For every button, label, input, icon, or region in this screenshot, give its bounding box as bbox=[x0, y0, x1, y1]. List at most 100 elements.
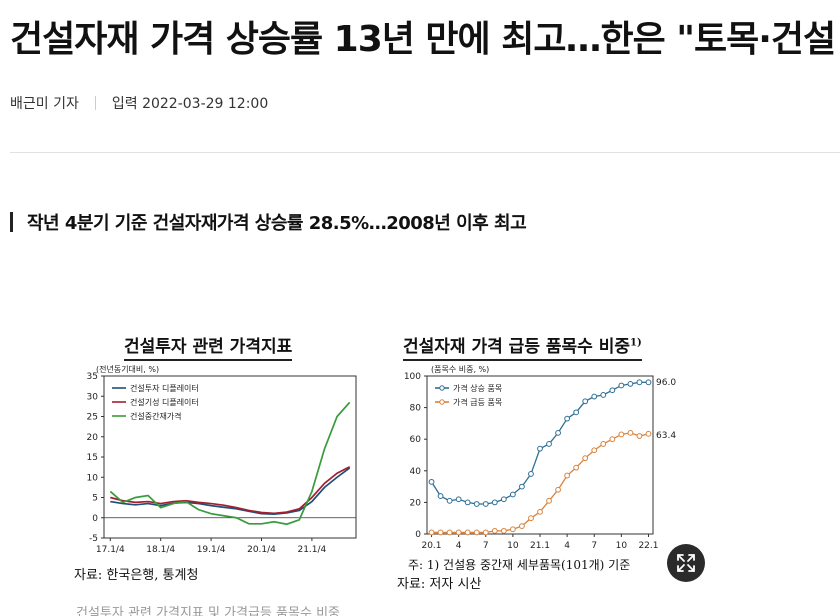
right-chart-title-text: 건설자재 가격 급등 품목수 비중 bbox=[403, 337, 630, 357]
x-tick-label: 20.1 bbox=[421, 541, 441, 551]
legend-label: 건설투자 디플레이터 bbox=[130, 383, 199, 393]
data-point bbox=[600, 441, 607, 447]
publish-date: 입력 2022-03-29 12:00 bbox=[111, 96, 269, 112]
data-point bbox=[564, 472, 571, 479]
byline-divider bbox=[94, 96, 96, 110]
right-chart-unit: (품목수 비중, %) bbox=[431, 365, 489, 374]
series-line bbox=[110, 465, 351, 515]
end-label-rising: 96.0 bbox=[656, 378, 676, 388]
x-tick-label: 17.1/4 bbox=[96, 545, 125, 555]
y-tick-label: 60 bbox=[410, 435, 422, 445]
data-point bbox=[428, 478, 435, 485]
article-headline: 건설자재 가격 상승률 13년 만에 최고…한은 "토목·건설 비용 부담" bbox=[10, 19, 840, 60]
legend-label: 건설중간재가격 bbox=[130, 411, 182, 421]
data-point bbox=[482, 501, 489, 507]
data-point bbox=[500, 527, 507, 534]
figure-caption: 건설투자 관련 가격지표 및 가격급등 품목수 비중 bbox=[76, 606, 340, 616]
article-byline: 배근미 기자 입력 2022-03-29 12:00 bbox=[10, 93, 268, 113]
data-point bbox=[591, 393, 598, 400]
data-point bbox=[491, 499, 498, 506]
x-tick-label: 21.1/4 bbox=[297, 545, 326, 555]
data-point bbox=[537, 508, 543, 515]
data-point bbox=[591, 447, 598, 454]
subheadline-text: 작년 4분기 기준 건설자재가격 상승률 28.5%…2008년 이후 최고 bbox=[27, 213, 527, 234]
y-tick-label: 40 bbox=[410, 467, 422, 477]
expand-image-button[interactable] bbox=[667, 544, 705, 582]
data-point bbox=[428, 529, 435, 536]
data-point bbox=[636, 433, 643, 439]
data-point bbox=[537, 445, 543, 452]
data-point bbox=[528, 471, 534, 477]
data-point bbox=[491, 527, 498, 534]
data-point bbox=[618, 382, 625, 389]
data-point bbox=[555, 486, 561, 493]
data-point bbox=[500, 496, 507, 503]
legend-label: 가격 상승 품목 bbox=[453, 383, 502, 393]
y-tick-label: 20 bbox=[410, 498, 422, 508]
data-point bbox=[564, 415, 571, 422]
y-tick-label: 10 bbox=[87, 473, 99, 483]
x-tick-label: 21.1 bbox=[530, 541, 550, 551]
series-line bbox=[109, 401, 351, 526]
expand-icon bbox=[677, 554, 695, 572]
y-tick-label: 15 bbox=[87, 453, 98, 463]
y-tick-label: 80 bbox=[410, 404, 422, 414]
surge-share-chart: (품목수 비중, %) 96.0 63.4 0 20 40 60 80 100 20.1 4 7… bbox=[404, 365, 677, 551]
right-chart-source: 자료: 저자 시산 bbox=[397, 577, 482, 592]
legend-marker bbox=[439, 399, 445, 405]
y-tick-label: -5 bbox=[89, 534, 98, 544]
data-point bbox=[464, 529, 471, 536]
series-line bbox=[110, 467, 351, 515]
data-point bbox=[519, 523, 525, 530]
subheadline-bar bbox=[10, 212, 13, 232]
x-tick-label: 10 bbox=[507, 541, 519, 551]
y-tick-label: 0 bbox=[415, 530, 421, 540]
data-point bbox=[636, 379, 643, 386]
data-point bbox=[455, 529, 462, 536]
x-tick-label: 10 bbox=[616, 541, 628, 551]
data-point bbox=[618, 431, 625, 438]
right-chart-title: 건설자재 가격 급등 품목수 비중1) bbox=[403, 332, 642, 361]
x-tick-label: 7 bbox=[591, 541, 597, 551]
y-tick-label: 30 bbox=[87, 392, 99, 402]
right-chart-note: 주: 1) 건설용 중간재 세부품목(101개) 기준 bbox=[408, 558, 631, 572]
data-point bbox=[437, 493, 444, 499]
data-point bbox=[528, 515, 534, 522]
data-point bbox=[627, 381, 634, 387]
reporter-name[interactable]: 배근미 기자 bbox=[10, 96, 79, 112]
data-point bbox=[609, 387, 616, 394]
data-point bbox=[473, 529, 480, 536]
data-point bbox=[464, 499, 471, 506]
data-point bbox=[482, 529, 489, 536]
y-tick-label: 20 bbox=[87, 433, 99, 443]
data-point bbox=[627, 429, 634, 436]
x-tick-label: 19.1/4 bbox=[197, 545, 226, 555]
data-point bbox=[573, 409, 580, 416]
data-point bbox=[573, 464, 580, 471]
header-divider bbox=[10, 152, 840, 153]
left-chart-source: 자료: 한국은행, 통계청 bbox=[74, 568, 199, 583]
data-point bbox=[446, 529, 453, 536]
left-chart-unit: (전년동기대비, %) bbox=[96, 364, 159, 374]
data-point bbox=[645, 379, 652, 386]
y-tick-label: 100 bbox=[404, 372, 421, 382]
data-point bbox=[546, 497, 552, 504]
data-point bbox=[509, 526, 516, 533]
right-chart-title-footnote: 1) bbox=[630, 337, 642, 349]
data-point bbox=[509, 491, 516, 498]
legend-label: 가격 급등 품목 bbox=[453, 397, 502, 407]
y-tick-label: 5 bbox=[92, 494, 98, 504]
data-point bbox=[473, 501, 480, 507]
price-index-chart: (전년동기대비, %) -5 0 5 10 15 20 25 30 35 17.1/4 18.1/4… bbox=[87, 364, 357, 555]
data-point bbox=[582, 398, 589, 405]
data-point bbox=[546, 441, 552, 447]
y-tick-label: 0 bbox=[92, 514, 98, 524]
x-tick-label: 7 bbox=[483, 541, 489, 551]
data-point bbox=[600, 392, 607, 398]
x-tick-label: 20.1/4 bbox=[247, 545, 276, 555]
data-point bbox=[645, 430, 652, 437]
data-point bbox=[555, 429, 561, 436]
data-point bbox=[437, 529, 444, 536]
data-point bbox=[455, 496, 462, 503]
data-point bbox=[446, 497, 453, 504]
